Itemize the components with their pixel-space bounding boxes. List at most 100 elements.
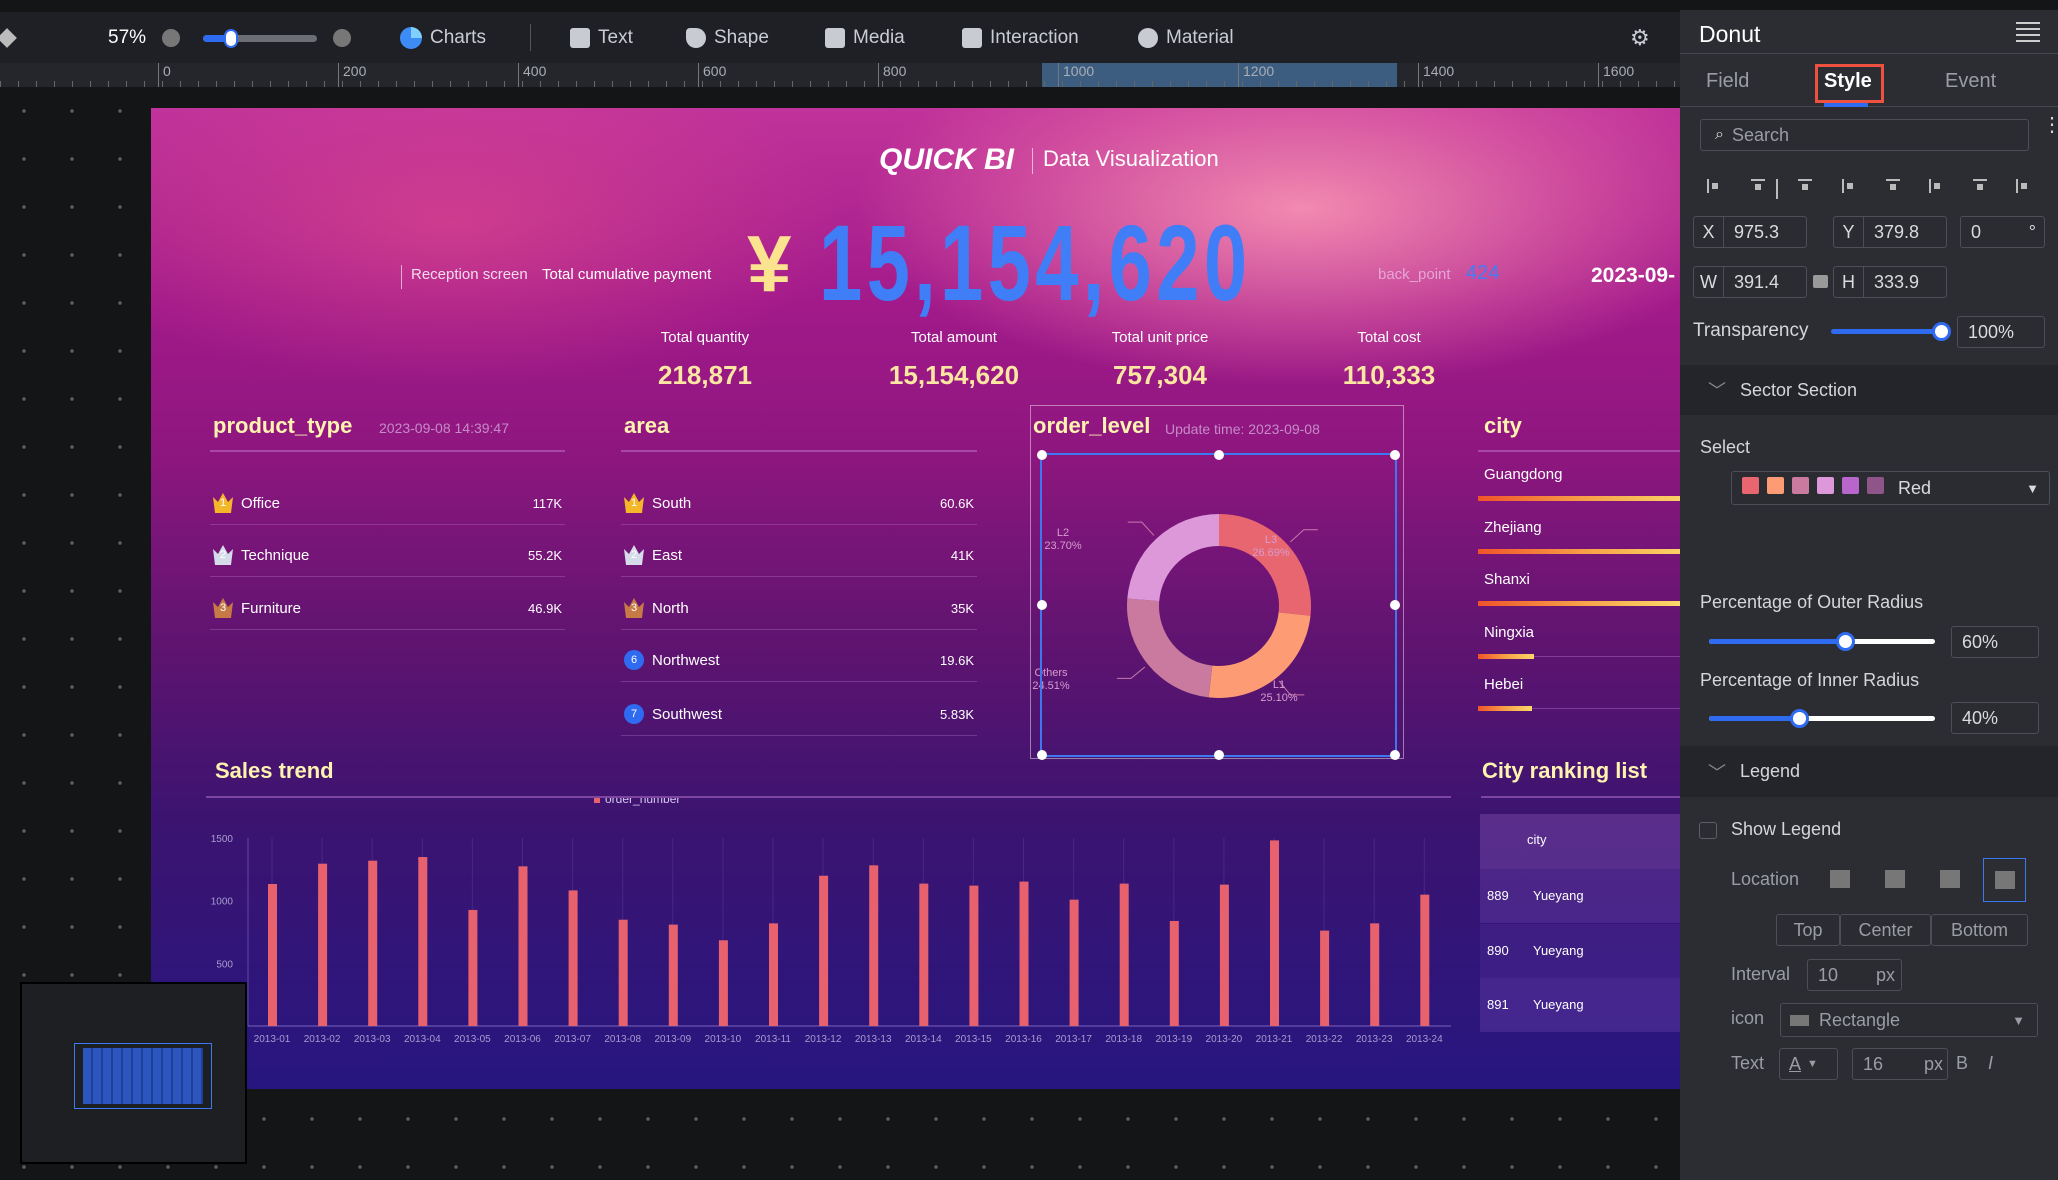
list-item[interactable]: 7 Southwest 5.83K (624, 704, 974, 724)
donut-slice-l1[interactable] (1208, 612, 1311, 698)
bar-2013-23[interactable] (1370, 923, 1380, 1026)
bar-2013-08[interactable] (618, 919, 628, 1026)
bar-2013-18[interactable] (1119, 883, 1129, 1026)
zoom-out-button[interactable] (162, 12, 180, 63)
font-size-input[interactable]: 16 px (1852, 1048, 1948, 1080)
bar-2013-02[interactable] (318, 863, 328, 1026)
zoom-slider-thumb[interactable] (224, 29, 238, 48)
resize-handle[interactable] (1390, 750, 1400, 760)
y-field[interactable]: Y 379.8 (1833, 216, 1947, 248)
legend-bottom-button[interactable]: Bottom (1931, 914, 2028, 946)
sector-section-header[interactable]: ﹀ Sector Section (1680, 365, 2058, 415)
legend-left-location-icon[interactable] (1940, 870, 1960, 888)
zoom-slider[interactable] (203, 29, 317, 48)
bar-2013-15[interactable] (969, 885, 979, 1026)
toolbar-charts[interactable]: Charts (400, 12, 486, 63)
distribute-vertical-icon[interactable] (1751, 179, 1765, 193)
list-item[interactable]: 1 South 60.6K (624, 493, 974, 513)
legend-right-location-button[interactable] (1983, 858, 2026, 902)
bar-2013-24[interactable] (1420, 894, 1430, 1026)
distribute-horizontal-icon[interactable] (1707, 179, 1721, 193)
align-middle-v-icon[interactable] (1973, 179, 1987, 193)
list-item[interactable]: 2 East 41K (624, 545, 974, 565)
text-color-picker[interactable]: A ▼ (1779, 1048, 1838, 1080)
resize-handle[interactable] (1037, 450, 1047, 460)
bar-2013-06[interactable] (518, 866, 528, 1026)
align-left-icon[interactable] (1798, 179, 1812, 193)
interval-input[interactable]: 10 px (1807, 959, 1902, 991)
bar-2013-12[interactable] (819, 875, 829, 1026)
legend-icon-dropdown[interactable]: Rectangle ▼ (1780, 1003, 2038, 1037)
x-field[interactable]: X 975.3 (1693, 216, 1807, 248)
bar-2013-05[interactable] (468, 909, 478, 1026)
bold-button[interactable]: B (1956, 1053, 1969, 1073)
minimap-viewport[interactable] (74, 1043, 212, 1109)
bar-2013-21[interactable] (1270, 840, 1279, 1026)
resize-handle[interactable] (1037, 600, 1047, 610)
align-center-h-icon[interactable] (1842, 179, 1856, 193)
outer-radius-input[interactable]: 60% (1951, 626, 2039, 658)
search-input[interactable]: ⌕ Search (1700, 119, 2029, 151)
zoom-in-button[interactable] (333, 12, 351, 63)
bar-2013-04[interactable] (418, 857, 428, 1026)
align-top-icon[interactable] (1929, 179, 1943, 193)
height-field[interactable]: H 333.9 (1833, 266, 1947, 298)
align-right-icon[interactable] (1886, 179, 1900, 193)
bar-2013-11[interactable] (769, 923, 778, 1026)
resize-handle[interactable] (1213, 750, 1224, 760)
dashboard-canvas[interactable]: QUICK BI Data Visualization Reception sc… (151, 108, 1680, 1089)
legend-center-button[interactable]: Center (1840, 914, 1931, 946)
list-item[interactable]: 3 Furniture 46.9K (213, 598, 562, 618)
bar-2013-09[interactable] (668, 924, 678, 1026)
bar-2013-20[interactable] (1219, 884, 1229, 1026)
align-bottom-icon[interactable] (2016, 179, 2030, 193)
table-row[interactable]: 891 Yueyang (1480, 978, 1680, 1032)
settings-gear-icon[interactable]: ⚙ (1630, 24, 1650, 50)
tab-field[interactable]: Field (1706, 70, 1750, 92)
donut-slice-l3[interactable] (1219, 514, 1311, 616)
more-options-icon[interactable]: ⋮ (2042, 114, 2058, 136)
legend-section-header[interactable]: ﹀ Legend (1680, 746, 2058, 797)
transparency-input[interactable]: 100% (1957, 316, 2045, 348)
aspect-lock-icon[interactable] (1813, 275, 1828, 288)
bar-2013-13[interactable] (869, 865, 879, 1026)
resize-handle[interactable] (1390, 450, 1400, 460)
italic-button[interactable]: I (1988, 1053, 1994, 1073)
list-item[interactable]: 2 Technique 55.2K (213, 545, 562, 565)
bar-2013-14[interactable] (919, 883, 929, 1026)
toolbar-shape[interactable]: Shape (686, 12, 769, 63)
inner-radius-slider[interactable] (1709, 709, 1935, 728)
selection-box[interactable] (1037, 450, 1400, 760)
palette-dropdown[interactable]: Red ▼ (1731, 471, 2050, 505)
bar-2013-22[interactable] (1320, 930, 1330, 1026)
bar-2013-19[interactable] (1169, 920, 1179, 1026)
bar-2013-16[interactable] (1019, 881, 1029, 1026)
collapse-panel-icon[interactable] (2016, 22, 2040, 42)
resize-handle[interactable] (1213, 450, 1224, 460)
width-field[interactable]: W 391.4 (1693, 266, 1807, 298)
list-item[interactable]: 3 North 35K (624, 598, 974, 618)
legend-bottom-location-icon[interactable] (1885, 870, 1905, 888)
tab-event[interactable]: Event (1945, 70, 1997, 92)
toolbar-material[interactable]: Material (1138, 12, 1234, 63)
rotation-field[interactable]: 0 ° (1960, 216, 2045, 248)
minimap[interactable] (20, 982, 247, 1164)
toolbar-interaction[interactable]: Interaction (962, 12, 1079, 63)
bar-2013-03[interactable] (368, 860, 378, 1026)
transparency-slider[interactable] (1831, 322, 1951, 341)
bar-2013-07[interactable] (568, 890, 578, 1026)
bar-2013-17[interactable] (1069, 899, 1079, 1026)
donut-slice-others[interactable] (1127, 598, 1213, 698)
resize-handle[interactable] (1390, 600, 1400, 610)
toolbar-media[interactable]: Media (825, 12, 905, 63)
resize-handle[interactable] (1037, 750, 1047, 760)
list-item[interactable]: 6 Northwest 19.6K (624, 650, 974, 670)
outer-radius-slider[interactable] (1709, 632, 1935, 651)
bar-2013-01[interactable] (268, 883, 277, 1026)
inner-radius-input[interactable]: 40% (1951, 702, 2039, 734)
legend-top-location-icon[interactable] (1830, 870, 1850, 888)
table-row[interactable]: 890 Yueyang (1480, 923, 1680, 978)
tab-style[interactable]: Style (1824, 70, 1872, 92)
bar-2013-10[interactable] (718, 940, 728, 1026)
